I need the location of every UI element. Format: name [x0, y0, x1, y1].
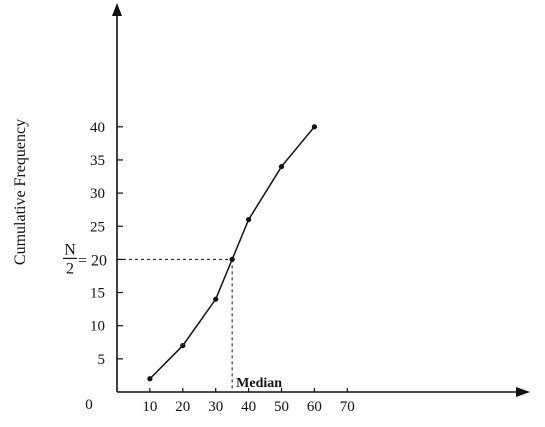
data-point	[229, 256, 235, 262]
data-point	[180, 342, 186, 349]
y-tick-label: 40	[90, 120, 105, 136]
n-over-2-numerator: N	[64, 241, 76, 258]
n-over-2-value: = 20	[78, 252, 107, 269]
series-line	[147, 124, 317, 382]
n-over-2-denominator: 2	[66, 260, 74, 277]
tick-labels: 5 10 15 25 30 35 40 10 20 30 40 50 60 70 0 Cumulative F…	[12, 119, 355, 415]
y-axis-title: Cumulative Frequency	[12, 119, 29, 265]
median-guides	[117, 258, 233, 392]
y-tick-label: 5	[98, 352, 106, 368]
axes	[112, 3, 530, 397]
data-point	[278, 163, 285, 170]
median-label: Median	[236, 376, 282, 391]
x-tick-label: 60	[307, 399, 322, 415]
x-tick-label: 30	[208, 399, 223, 415]
data-point	[246, 217, 252, 223]
x-tick-label: 10	[142, 399, 157, 415]
y-axis-arrow	[112, 3, 122, 16]
y-tick-label: 25	[90, 219, 105, 235]
origin-label: 0	[85, 397, 93, 413]
x-tick-label: 20	[175, 399, 190, 415]
y-tick-label: 15	[90, 286, 105, 302]
x-tick-label: 40	[241, 399, 256, 415]
x-axis-arrow	[516, 387, 530, 397]
ogive-line	[149, 126, 315, 380]
y-tick-label: 10	[90, 319, 105, 335]
y-tick-label: 30	[90, 186, 105, 202]
data-point	[213, 296, 219, 302]
data-point	[147, 376, 153, 382]
x-tick-label: 70	[340, 399, 355, 415]
y-tick-label: 35	[90, 153, 105, 169]
x-tick-label: 50	[274, 399, 289, 415]
data-point	[311, 124, 317, 130]
